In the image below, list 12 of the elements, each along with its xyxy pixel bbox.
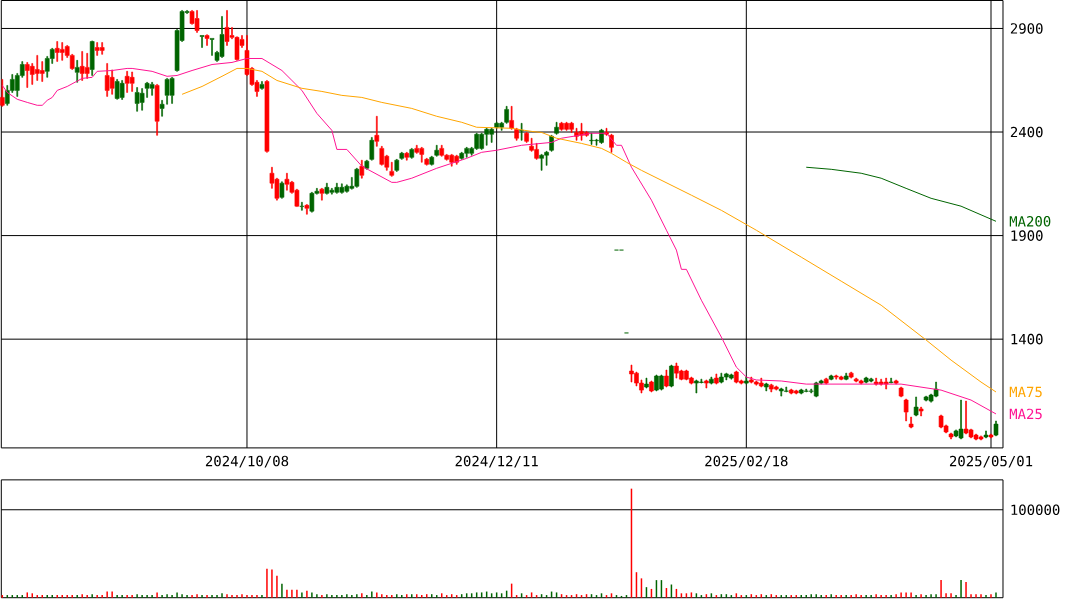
y-tick-label: 2900 <box>1010 23 1043 34</box>
y-tick-label: 2400 <box>1010 126 1043 138</box>
x-tick-label: 2025/05/01 <box>949 455 1033 468</box>
y-tick-label: 1900 <box>1011 230 1043 242</box>
x-tick-label: 2024/10/08 <box>205 455 289 468</box>
y-tick-label: 100000 <box>1011 504 1060 516</box>
x-tick-label: 2025/02/18 <box>705 455 788 468</box>
series-label: MA75 <box>1009 386 1042 398</box>
x-tick-label: 2024/12/11 <box>455 455 538 468</box>
y-tick-label: 1400 <box>1011 334 1043 345</box>
series-label: MA200 <box>1009 216 1051 227</box>
series-label: MA25 <box>1009 408 1042 420</box>
